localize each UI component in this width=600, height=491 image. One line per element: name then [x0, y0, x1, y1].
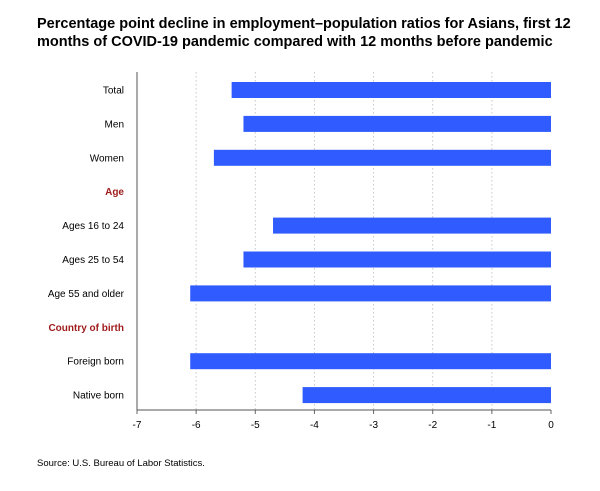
section-label: Age [105, 187, 124, 198]
category-label: Ages 16 to 24 [62, 221, 124, 232]
chart-title-line-2: months of COVID-19 pandemic compared wit… [37, 34, 553, 50]
x-tick-label: -5 [251, 420, 260, 431]
x-tick-label: -6 [192, 420, 201, 431]
category-label: Ages 25 to 54 [62, 255, 124, 266]
source-note: Source: U.S. Bureau of Labor Statistics. [37, 458, 205, 469]
category-labels: Total Men Women Age Ages 16 to 24 Ages 25 to … [48, 86, 125, 402]
category-label: Women [90, 153, 124, 164]
tick-labels: -7 -6 -5 -4 -3 -2 -1 0 [133, 420, 555, 431]
x-tick-label: 0 [548, 420, 554, 431]
category-label: Total [103, 86, 124, 97]
axes [136, 72, 552, 414]
chart-title-line-1: Percentage point decline in employment–p… [37, 16, 571, 32]
chart-title: Percentage point decline in employment–p… [37, 15, 577, 51]
bar [231, 82, 551, 98]
bar [273, 217, 551, 234]
x-tick-label: -1 [487, 420, 496, 431]
bar [190, 353, 551, 370]
x-tick-label: -2 [428, 420, 437, 431]
bar [302, 387, 551, 404]
bars [190, 82, 551, 404]
category-label: Foreign born [67, 357, 124, 368]
category-label: Native born [73, 391, 124, 402]
section-label: Country of birth [48, 323, 124, 334]
x-tick-label: -3 [369, 420, 378, 431]
bar [243, 251, 551, 268]
x-tick-label: -4 [310, 420, 319, 431]
bar [213, 149, 551, 166]
x-tick-label: -7 [133, 420, 142, 431]
category-label: Men [105, 119, 124, 130]
category-label: Age 55 and older [48, 289, 125, 300]
bar [243, 115, 551, 132]
bar [190, 285, 551, 302]
